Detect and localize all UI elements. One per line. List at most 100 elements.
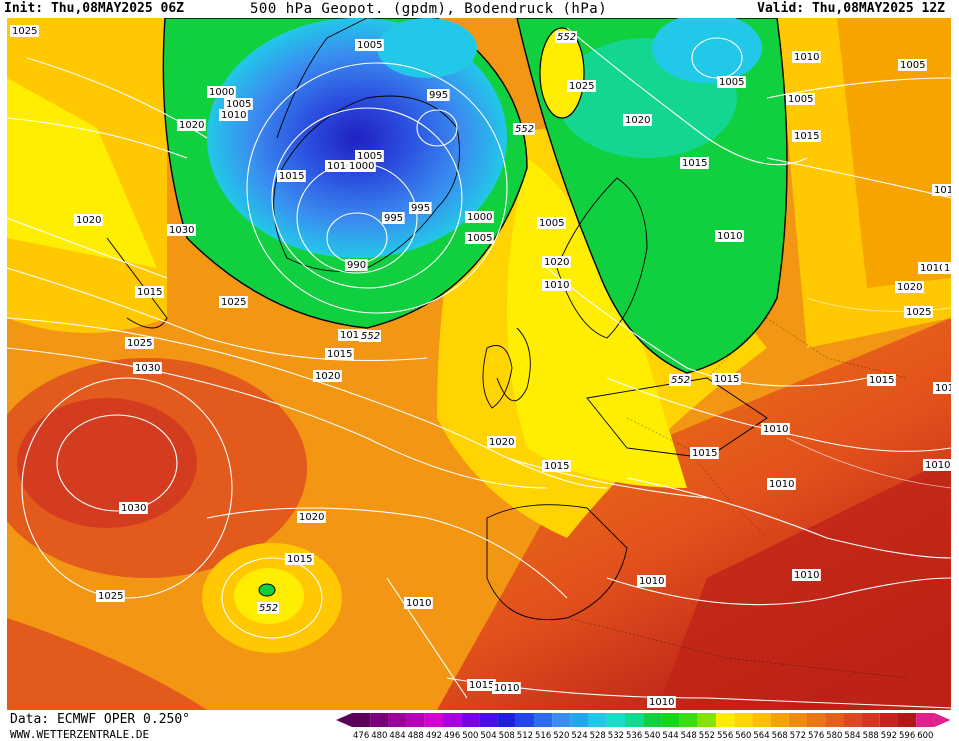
- pressure-label-box: [297, 511, 326, 523]
- pressure-label: 1005: [467, 233, 492, 244]
- pressure-label: 1015: [279, 171, 304, 182]
- scale-swatch: [388, 713, 407, 727]
- pressure-label: 1010: [934, 185, 951, 196]
- pressure-label: 1010: [717, 231, 742, 242]
- pressure-label: 1005: [357, 40, 382, 51]
- scale-tick-label: 536: [626, 731, 642, 741]
- pressure-label-box: [923, 459, 951, 471]
- pressure-label: 1010: [327, 161, 352, 172]
- scale-tick-label: 548: [681, 731, 697, 741]
- scale-swatch: [752, 713, 771, 727]
- pressure-label-box: [792, 130, 821, 142]
- scale-swatch: [625, 713, 644, 727]
- borders: [566, 317, 908, 679]
- pressure-label-box: [895, 281, 924, 293]
- scale-tick-label: 592: [881, 731, 897, 741]
- pressure-label-box: [404, 597, 433, 609]
- pressure-label-box: [465, 232, 494, 244]
- contour-label-box: [257, 602, 279, 614]
- scale-arrow-left: [336, 713, 352, 727]
- pressure-label-box: [219, 109, 248, 121]
- pressure-label: 1025: [221, 297, 246, 308]
- pressure-label-box: [133, 362, 162, 374]
- pressure-label-box: [492, 682, 521, 694]
- pressure-label: 1010: [406, 598, 431, 609]
- pressure-label: 1020: [489, 437, 514, 448]
- scale-tick-label: 564: [753, 731, 769, 741]
- pressure-label-box: [932, 184, 951, 196]
- contour-label-552: 552: [515, 124, 534, 135]
- pressure-label: 990: [347, 260, 366, 271]
- contour-label-box: [513, 123, 535, 135]
- scale-swatch: [497, 713, 516, 727]
- orange-field-east: [837, 18, 951, 288]
- pressure-label-box: [313, 370, 342, 382]
- pressure-label: 1030: [169, 225, 194, 236]
- pressure-label: 1005: [719, 77, 744, 88]
- scale-swatch: [697, 713, 716, 727]
- pressure-label-box: [219, 296, 248, 308]
- scale-tick-label: 496: [444, 731, 460, 741]
- map-title: 500 hPa Geopot. (gpdm), Bodendruck (hPa): [250, 1, 608, 17]
- cyan-field-northeast: [652, 18, 762, 83]
- pressure-label: 1000: [209, 87, 234, 98]
- scale-swatch: [515, 713, 534, 727]
- scale-swatch: [770, 713, 789, 727]
- pressure-label-box: [712, 373, 741, 385]
- pressure-label: 1020: [897, 282, 922, 293]
- scale-swatch: [370, 713, 389, 727]
- pressure-label: 1010: [920, 263, 945, 274]
- pressure-label: 1005: [539, 218, 564, 229]
- pressure-label: 1025: [906, 307, 931, 318]
- pressure-label: 1015: [544, 461, 569, 472]
- scale-tick-label: 576: [808, 731, 824, 741]
- scale-tick-label: 568: [772, 731, 788, 741]
- scale-tick-label: 532: [608, 731, 624, 741]
- scale-swatch: [588, 713, 607, 727]
- pressure-label-box: [167, 224, 196, 236]
- scale-swatch: [534, 713, 553, 727]
- pressure-label: 1030: [121, 503, 146, 514]
- pressure-label-box: [904, 306, 933, 318]
- scale-tick-label: 552: [699, 731, 715, 741]
- pressure-label: 1010: [494, 683, 519, 694]
- scale-swatch: [843, 713, 862, 727]
- pressure-label-box: [119, 502, 148, 514]
- pressure-label-box: [325, 160, 354, 172]
- pressure-label: 1010: [944, 263, 951, 274]
- pressure-label: 1020: [315, 371, 340, 382]
- scale-swatch: [461, 713, 480, 727]
- scale-swatch: [643, 713, 662, 727]
- pressure-label-box: [382, 212, 405, 224]
- pressure-label-box: [867, 374, 896, 386]
- scale-tick-label: 572: [790, 731, 806, 741]
- weather-map[interactable]: 1025100510001005101010209951005101510101…: [7, 18, 951, 710]
- scale-tick-label: 556: [717, 731, 733, 741]
- scale-swatch: [406, 713, 425, 727]
- scale-tick-label: 544: [662, 731, 678, 741]
- scale-tick-label: 528: [590, 731, 606, 741]
- pressure-label-box: [680, 157, 709, 169]
- scale-swatch: [570, 713, 589, 727]
- scale-tick-label: 500: [462, 731, 478, 741]
- pressure-label-box: [467, 679, 496, 691]
- pressure-label-box: [792, 569, 821, 581]
- pressure-label-box: [717, 76, 746, 88]
- contour-label-552: 552: [259, 603, 278, 614]
- pressure-label: 1020: [544, 257, 569, 268]
- pressure-label-box: [325, 348, 354, 360]
- isobars: [7, 27, 951, 709]
- pressure-labels: 1025100510001005101010209951005101510101…: [10, 25, 951, 708]
- scale-tick-label: 516: [535, 731, 551, 741]
- scale-swatch: [552, 713, 571, 727]
- scale-tick-label: 524: [571, 731, 587, 741]
- scale-arrow-right: [934, 713, 951, 727]
- init-time-label: Init: Thu,08MAY2025 06Z: [4, 1, 185, 16]
- contour-label-box: [555, 31, 577, 43]
- pressure-label: 1000: [349, 161, 374, 172]
- scale-swatch: [352, 713, 371, 727]
- warm-core-south: [657, 458, 951, 710]
- pressure-label-box: [345, 259, 368, 271]
- pressure-label: 1015: [794, 131, 819, 142]
- contour-label-552: 552: [361, 331, 380, 342]
